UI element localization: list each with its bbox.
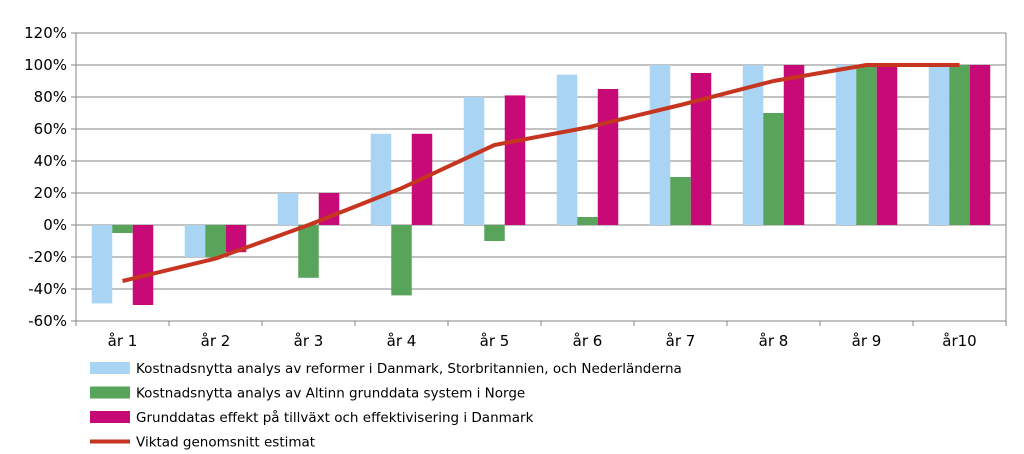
x-tick-label: år 7 <box>666 332 696 350</box>
y-tick-label: 80% <box>34 88 67 106</box>
bar-series-1-8 <box>742 65 764 225</box>
bar-series-1-3 <box>277 193 299 225</box>
legend-swatch <box>90 362 130 374</box>
bar-series-1-4 <box>370 133 392 225</box>
bar-series-2-3 <box>298 225 319 278</box>
bar-series-2-4 <box>391 225 412 296</box>
y-tick-label: -60% <box>28 312 67 330</box>
bar-series-2-2 <box>205 225 226 257</box>
x-tick-label: år 5 <box>480 332 510 350</box>
legend-label: Grunddatas effekt på tillväxt och effekt… <box>136 409 534 426</box>
bar-series-2-10 <box>949 65 970 225</box>
bar-series-2-5 <box>484 225 505 241</box>
legend-label: Kostnadsnytta analys av reformer i Danma… <box>136 361 682 377</box>
legend-label: Viktad genomsnitt estimat <box>136 435 315 451</box>
line-layer <box>122 63 960 283</box>
legend: Kostnadsnytta analys av reformer i Danma… <box>90 361 682 451</box>
bar-series-3-2 <box>225 225 247 253</box>
legend-item: Grunddatas effekt på tillväxt och effekt… <box>90 409 534 426</box>
legend-swatch <box>90 386 130 399</box>
bar-series-1-2 <box>184 225 206 257</box>
legend-label: Kostnadsnytta analys av Altinn grunddata… <box>136 386 525 402</box>
bar-series-1-6 <box>556 74 578 225</box>
y-tick-label: 40% <box>34 152 67 170</box>
x-tick-label: år 1 <box>108 332 138 350</box>
x-tick-label: år 6 <box>573 332 603 350</box>
bar-series-3-5 <box>504 95 526 226</box>
x-tick-label: år 2 <box>201 332 231 350</box>
bar-series-2-9 <box>856 65 877 225</box>
bar-series-3-1 <box>132 225 154 305</box>
bar-series-2-8 <box>763 113 784 225</box>
bar-series-3-7 <box>690 73 712 225</box>
bar-series-1-5 <box>463 97 485 225</box>
x-tick-label: år 3 <box>294 332 324 350</box>
x-tick-label: år 8 <box>759 332 789 350</box>
legend-item: Viktad genomsnitt estimat <box>90 435 315 451</box>
x-tick-label: år10 <box>942 332 976 350</box>
bar-series-2-6 <box>577 217 598 225</box>
x-tick-label: år 9 <box>852 332 882 350</box>
bar-series-1-1 <box>91 225 113 304</box>
legend-item: Kostnadsnytta analys av reformer i Danma… <box>90 361 682 377</box>
bar-series-3-9 <box>876 65 898 225</box>
bar-series-2-7 <box>670 177 691 225</box>
y-tick-label: 0% <box>43 216 67 234</box>
bar-series-1-7 <box>649 65 671 225</box>
bar-series-2-1 <box>112 225 133 233</box>
axis-layer: -60% -40% -20% 0% 20% 40% 60% 80% 100% 120% år 1 år… <box>24 24 1007 350</box>
y-tick-label: 100% <box>24 56 67 74</box>
bar-series-1-9 <box>835 65 857 225</box>
bar-series-3-6 <box>597 89 619 225</box>
line-series-4 <box>122 63 960 283</box>
y-tick-label: -20% <box>28 248 67 266</box>
y-tick-label: 20% <box>34 184 67 202</box>
x-tick-label: år 4 <box>387 332 417 350</box>
y-tick-label: 60% <box>34 120 67 138</box>
legend-swatch <box>90 411 130 423</box>
legend-item: Kostnadsnytta analys av Altinn grunddata… <box>90 386 525 402</box>
y-tick-label: 120% <box>24 24 67 42</box>
bar-series-3-8 <box>783 65 805 225</box>
bar-layer <box>91 65 991 305</box>
bar-series-3-10 <box>969 65 991 225</box>
y-tick-label: -40% <box>28 280 67 298</box>
bar-series-1-10 <box>928 65 950 225</box>
